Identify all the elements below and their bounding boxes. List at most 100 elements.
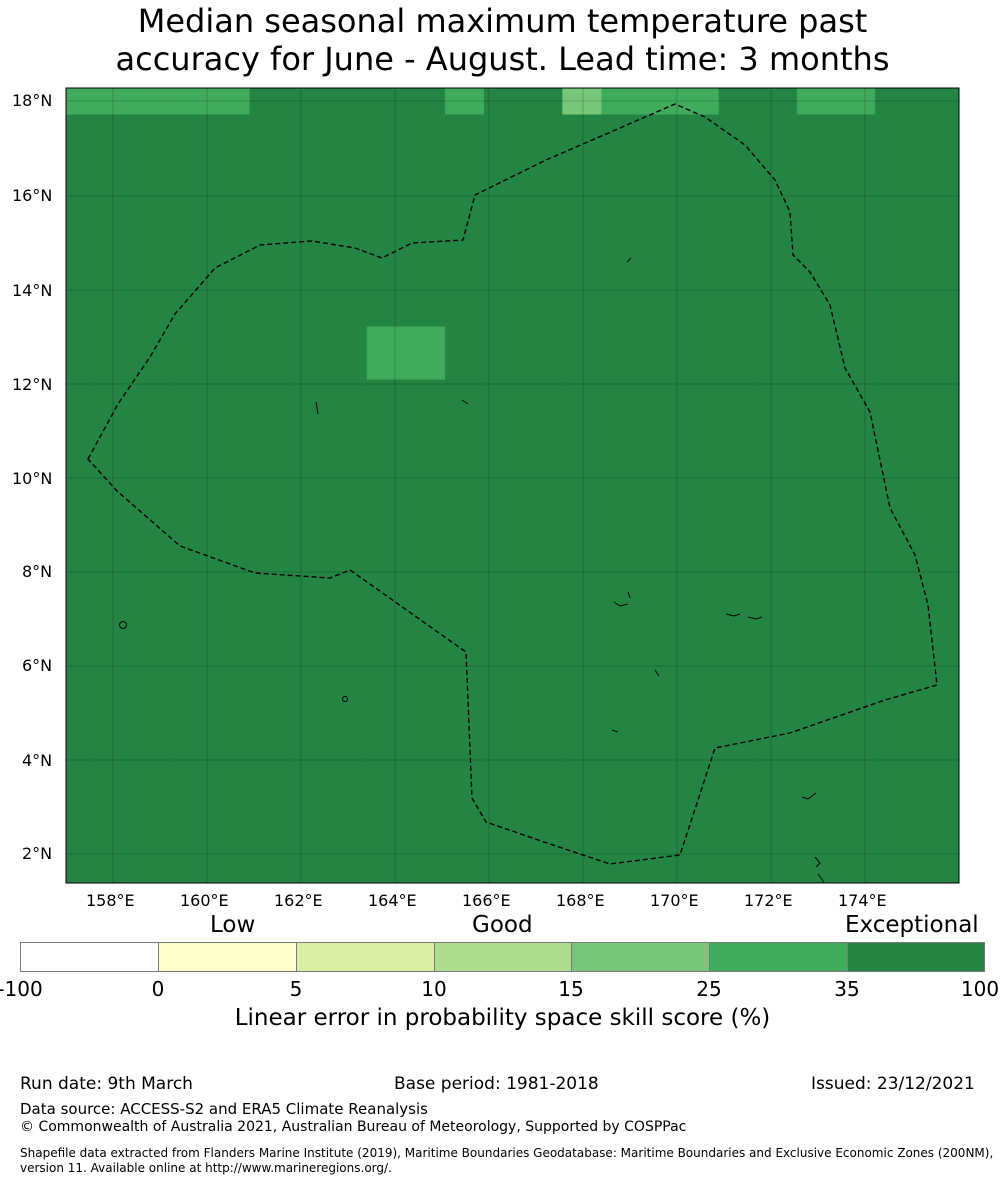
skill-cell — [93, 167, 133, 195]
skill-cell — [562, 803, 602, 831]
skill-cell — [640, 273, 681, 301]
skill-cell — [445, 618, 485, 645]
skill-cell — [405, 114, 446, 142]
map-frame — [65, 87, 960, 884]
skill-cell — [523, 273, 563, 301]
skill-cell — [366, 777, 407, 804]
skill-cell — [366, 141, 407, 168]
skill-cell — [132, 512, 172, 539]
skill-cell — [562, 485, 602, 513]
skill-cell — [914, 459, 954, 486]
skill-cell — [366, 406, 407, 433]
colorbar-segment — [709, 942, 848, 972]
skill-cell — [210, 485, 250, 513]
skill-cell — [836, 88, 876, 115]
skill-cell — [484, 724, 524, 751]
skill-cell — [875, 167, 915, 195]
skill-cell — [914, 697, 954, 725]
skill-cell — [93, 591, 133, 619]
skill-cell — [601, 618, 641, 645]
skill-cell — [523, 300, 563, 327]
lat-label: 16°N — [12, 186, 53, 205]
skill-cell — [562, 300, 602, 327]
skill-cell — [562, 432, 602, 460]
skill-cell — [718, 353, 759, 380]
skill-cell — [836, 565, 876, 592]
skill-cell — [953, 406, 960, 433]
skill-cell — [718, 326, 759, 354]
skill-cell — [445, 591, 485, 619]
skill-cell — [875, 538, 915, 566]
skill-cell — [405, 565, 446, 592]
skill-cell — [327, 432, 368, 460]
skill-cell — [914, 406, 954, 433]
lon-label: 170°E — [650, 891, 699, 910]
skill-cell — [445, 247, 485, 274]
skill-cell — [718, 220, 759, 248]
skill-cell — [93, 247, 133, 274]
skill-cell — [484, 512, 524, 539]
skill-cell — [445, 777, 485, 804]
skill-cell — [562, 644, 602, 672]
skill-cell — [445, 697, 485, 725]
graticule-lines — [66, 88, 959, 883]
skill-cell — [210, 114, 250, 142]
skill-cell — [288, 379, 329, 407]
skill-cell — [171, 167, 211, 195]
colorbar-label: Linear error in probability space skill … — [234, 1005, 771, 1031]
skill-cell — [288, 432, 329, 460]
skill-cell — [601, 803, 641, 831]
skill-cell — [718, 512, 759, 539]
skill-cell — [953, 644, 960, 672]
skill-cell — [914, 856, 954, 884]
skill-cell — [562, 379, 602, 407]
skill-cell — [171, 247, 211, 274]
skill-cell — [288, 353, 329, 380]
skill-cell — [914, 220, 954, 248]
skill-cell — [953, 326, 960, 354]
skill-cell — [405, 432, 446, 460]
skill-cell — [953, 379, 960, 407]
skill-cell — [523, 353, 563, 380]
skill-cell — [601, 644, 641, 672]
skill-cell — [171, 644, 211, 672]
skill-cell — [679, 247, 720, 274]
skill-cell — [875, 803, 915, 831]
skill-cell — [523, 591, 563, 619]
skill-cell — [327, 353, 368, 380]
skill-cell — [562, 114, 602, 142]
skill-cell — [523, 856, 563, 884]
skill-cell — [562, 326, 602, 354]
skill-cell — [405, 167, 446, 195]
skill-cell — [484, 406, 524, 433]
skill-cell — [93, 88, 133, 115]
skill-cell — [405, 750, 446, 778]
skill-cell — [249, 803, 290, 831]
skill-cell — [875, 88, 915, 115]
skill-cell — [366, 512, 407, 539]
skill-cell — [679, 273, 720, 301]
skill-cell — [679, 459, 720, 486]
skill-cell — [327, 326, 368, 354]
skill-cell — [640, 194, 681, 221]
skill-cell — [523, 379, 563, 407]
skill-cell — [679, 300, 720, 327]
skill-cell — [601, 406, 641, 433]
skill-cell — [405, 485, 446, 513]
colorbar-tick: 25 — [696, 977, 722, 1001]
skill-cell — [757, 618, 798, 645]
skill-cell — [171, 220, 211, 248]
skill-cell — [914, 114, 954, 142]
skill-cell — [93, 697, 133, 725]
skill-cell — [836, 591, 876, 619]
skill-cell — [679, 777, 720, 804]
skill-cell — [914, 353, 954, 380]
skill-cell — [249, 856, 290, 884]
skill-cell — [875, 777, 915, 804]
skill-cell — [718, 803, 759, 831]
skill-cell — [523, 167, 563, 195]
skill-cell — [171, 830, 211, 857]
skill-cell — [366, 194, 407, 221]
skill-cell — [445, 406, 485, 433]
skill-cell — [171, 406, 211, 433]
